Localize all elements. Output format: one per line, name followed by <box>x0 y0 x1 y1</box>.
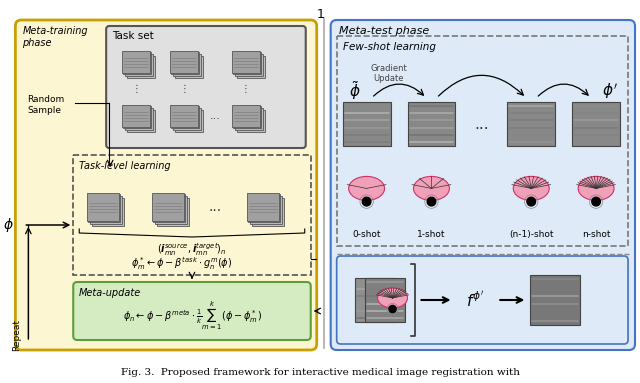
FancyBboxPatch shape <box>73 282 311 340</box>
Bar <box>232 105 260 127</box>
FancyBboxPatch shape <box>331 20 635 350</box>
Circle shape <box>362 197 371 206</box>
Text: $\phi'$: $\phi'$ <box>602 81 618 101</box>
Bar <box>365 278 404 322</box>
Ellipse shape <box>513 177 549 200</box>
Bar <box>337 36 628 246</box>
Text: ⋮: ⋮ <box>179 84 189 94</box>
Bar <box>247 193 279 221</box>
Bar <box>237 110 265 132</box>
Text: Task set: Task set <box>112 31 154 41</box>
Bar <box>237 56 265 78</box>
Ellipse shape <box>578 177 614 200</box>
Bar <box>508 102 555 146</box>
Text: Meta-training
phase: Meta-training phase <box>22 26 88 48</box>
Bar <box>572 102 620 146</box>
Text: $\phi_n \leftarrow \phi - \beta^{meta} \cdot \frac{1}{k}\sum_{m=1}^{k}(\phi - \p: $\phi_n \leftarrow \phi - \beta^{meta} \… <box>122 300 262 332</box>
Text: Meta-update: Meta-update <box>79 288 141 298</box>
Ellipse shape <box>378 288 408 308</box>
Bar <box>152 193 184 221</box>
Bar <box>248 194 280 222</box>
Text: ...: ... <box>474 116 489 131</box>
Circle shape <box>427 197 436 206</box>
Text: Random
Sample: Random Sample <box>28 95 65 115</box>
Bar <box>122 105 150 127</box>
Bar <box>153 194 185 222</box>
Text: Few-shot learning: Few-shot learning <box>342 42 436 52</box>
Bar <box>233 52 261 74</box>
Bar <box>73 155 311 275</box>
Bar <box>171 106 199 128</box>
Bar <box>232 51 260 73</box>
Bar <box>123 106 151 128</box>
Text: ...: ... <box>209 200 222 214</box>
Text: 0-shot: 0-shot <box>353 230 381 239</box>
Bar <box>90 196 122 224</box>
Bar <box>125 54 153 76</box>
Text: $\phi$: $\phi$ <box>3 216 13 234</box>
Bar <box>235 108 263 130</box>
Bar <box>122 51 150 73</box>
Text: Repeat: Repeat <box>12 319 21 351</box>
Text: Meta-test phase: Meta-test phase <box>339 26 429 36</box>
Text: ...: ... <box>209 111 220 121</box>
Bar <box>125 108 153 130</box>
Bar <box>157 198 189 226</box>
Bar <box>123 52 151 74</box>
Text: ⋮: ⋮ <box>241 84 251 94</box>
Text: n-shot: n-shot <box>582 230 611 239</box>
Bar <box>175 110 203 132</box>
Text: $f^{\phi'}$: $f^{\phi'}$ <box>466 290 484 309</box>
Text: ⋮: ⋮ <box>131 84 141 94</box>
Text: $\phi_m^* \leftarrow \phi - \beta^{task} \cdot g_n^m(\phi)$: $\phi_m^* \leftarrow \phi - \beta^{task}… <box>131 255 233 272</box>
Bar <box>127 110 155 132</box>
Bar <box>155 196 187 224</box>
Bar <box>233 106 261 128</box>
Text: Task-level learning: Task-level learning <box>79 161 171 171</box>
Text: $\tilde{\phi}$: $\tilde{\phi}$ <box>349 80 360 103</box>
FancyBboxPatch shape <box>337 256 628 344</box>
FancyBboxPatch shape <box>15 20 317 350</box>
Circle shape <box>527 197 536 206</box>
Bar <box>235 54 263 76</box>
Bar <box>250 196 282 224</box>
Text: $(\boldsymbol{i}_{mn}^{source}, \boldsymbol{i}_{mn}^{target})_n$: $(\boldsymbol{i}_{mn}^{source}, \boldsym… <box>157 241 227 258</box>
Bar <box>170 105 198 127</box>
Bar <box>531 275 580 325</box>
Text: Fig. 3.  Proposed framework for interactive medical image registration with: Fig. 3. Proposed framework for interacti… <box>121 368 520 377</box>
Bar <box>173 108 201 130</box>
Bar <box>175 56 203 78</box>
Bar <box>170 51 198 73</box>
Ellipse shape <box>413 177 449 200</box>
FancyBboxPatch shape <box>106 26 306 148</box>
Text: Gradient
Update: Gradient Update <box>370 64 407 83</box>
Bar <box>342 102 390 146</box>
Circle shape <box>592 197 600 206</box>
Bar <box>92 198 124 226</box>
Text: 1-shot: 1-shot <box>417 230 445 239</box>
Bar <box>87 193 119 221</box>
Bar <box>408 102 456 146</box>
Text: (n-1)-shot: (n-1)-shot <box>509 230 554 239</box>
Bar <box>252 198 284 226</box>
Text: 1: 1 <box>317 8 324 21</box>
Bar <box>88 194 120 222</box>
Bar <box>355 278 394 322</box>
Bar <box>173 54 201 76</box>
Circle shape <box>389 305 396 313</box>
Ellipse shape <box>349 177 385 200</box>
Bar <box>127 56 155 78</box>
Bar <box>171 52 199 74</box>
